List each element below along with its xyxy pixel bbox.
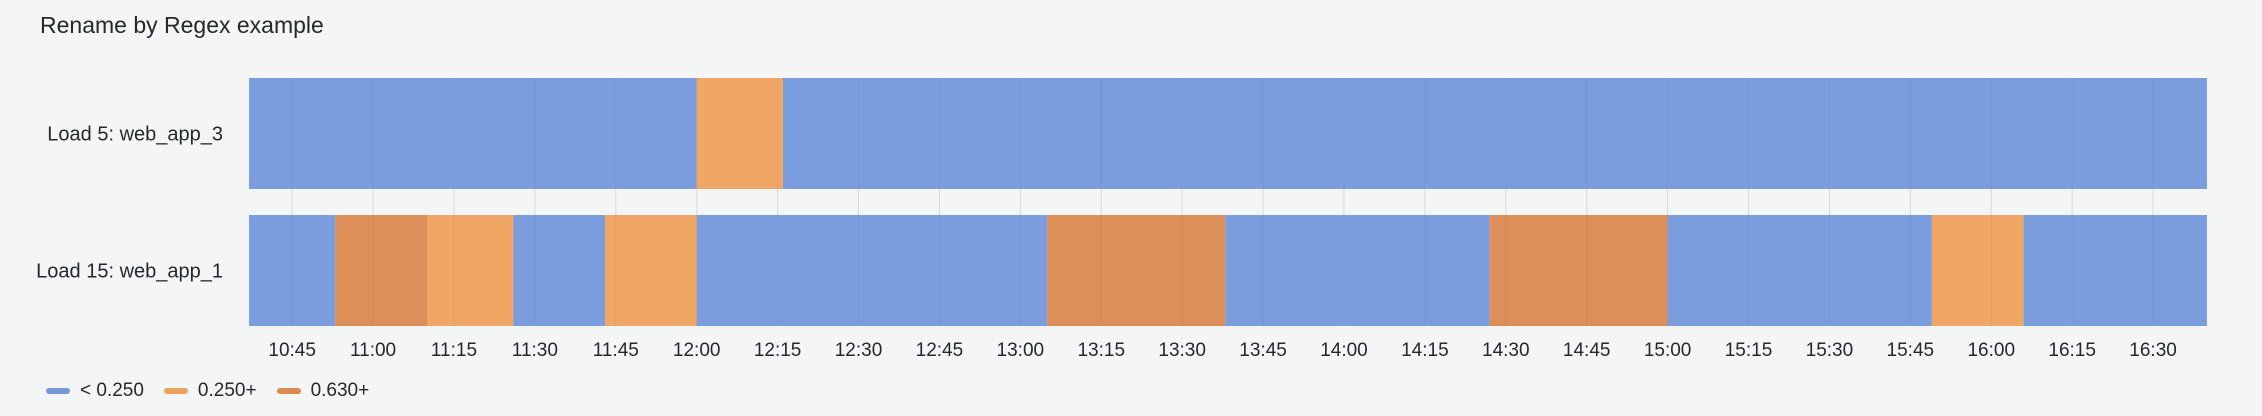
state-timeline-chart: Load 5: web_app_3 Load 15: web_app_1 10:45… [36, 78, 2207, 361]
state-segment [696, 78, 783, 189]
row-label: Load 15: web_app_1 [36, 261, 223, 283]
state-segment [696, 215, 1048, 326]
x-tick-label: 13:30 [1158, 340, 1206, 361]
x-tick-label: 16:00 [1967, 340, 2015, 361]
x-tick-label: 12:15 [754, 340, 802, 361]
x-tick-label: 13:45 [1239, 340, 1287, 361]
x-tick-label: 16:30 [2129, 340, 2177, 361]
x-tick-label: 13:15 [1077, 340, 1125, 361]
x-tick-label: 11:15 [431, 340, 477, 361]
x-tick-label: 14:15 [1401, 340, 1449, 361]
legend-item[interactable]: < 0.250 [46, 380, 144, 402]
state-segment [249, 78, 697, 189]
state-segment [1931, 215, 2024, 326]
state-segment [513, 215, 605, 326]
x-tick-label: 14:00 [1320, 340, 1368, 361]
legend-swatch [46, 388, 70, 394]
state-segment [783, 78, 2207, 189]
state-segment [1047, 215, 1226, 326]
state-segment [1489, 215, 1668, 326]
panel-title: Rename by Regex example [40, 12, 324, 38]
x-tick-label: 12:00 [673, 340, 721, 361]
legend-label: 0.630+ [310, 380, 370, 401]
legend-item[interactable]: 0.630+ [276, 380, 370, 402]
x-tick-label: 16:15 [2048, 340, 2096, 361]
x-tick-label: 12:45 [916, 340, 964, 361]
x-tick-label: 12:30 [835, 340, 883, 361]
x-tick-label: 10:45 [268, 340, 316, 361]
legend: < 0.250 0.250+ 0.630+ [46, 380, 369, 402]
x-tick-label: 11:00 [350, 340, 396, 361]
state-segment [335, 215, 427, 326]
state-segment [1225, 215, 1490, 326]
state-segment [2023, 215, 2207, 326]
x-tick-label: 14:30 [1482, 340, 1530, 361]
state-segment [249, 215, 336, 326]
x-tick-label: 15:00 [1644, 340, 1692, 361]
legend-item[interactable]: 0.250+ [163, 380, 257, 402]
legend-label: 0.250+ [197, 380, 257, 401]
x-tick-label: 15:45 [1887, 340, 1935, 361]
x-tick-label: 11:30 [512, 340, 558, 361]
row-label: Load 5: web_app_3 [47, 124, 223, 146]
x-tick-label: 13:00 [997, 340, 1045, 361]
legend-swatch [276, 388, 301, 394]
x-tick-label: 14:45 [1563, 340, 1611, 361]
state-segment [1667, 215, 1932, 326]
x-tick-label: 15:30 [1806, 340, 1854, 361]
state-segment [605, 215, 697, 326]
legend-label: < 0.250 [80, 380, 144, 401]
x-tick-label: 15:15 [1725, 340, 1773, 361]
x-tick-label: 11:45 [593, 340, 639, 361]
state-segment [427, 215, 514, 326]
legend-swatch [163, 388, 188, 394]
